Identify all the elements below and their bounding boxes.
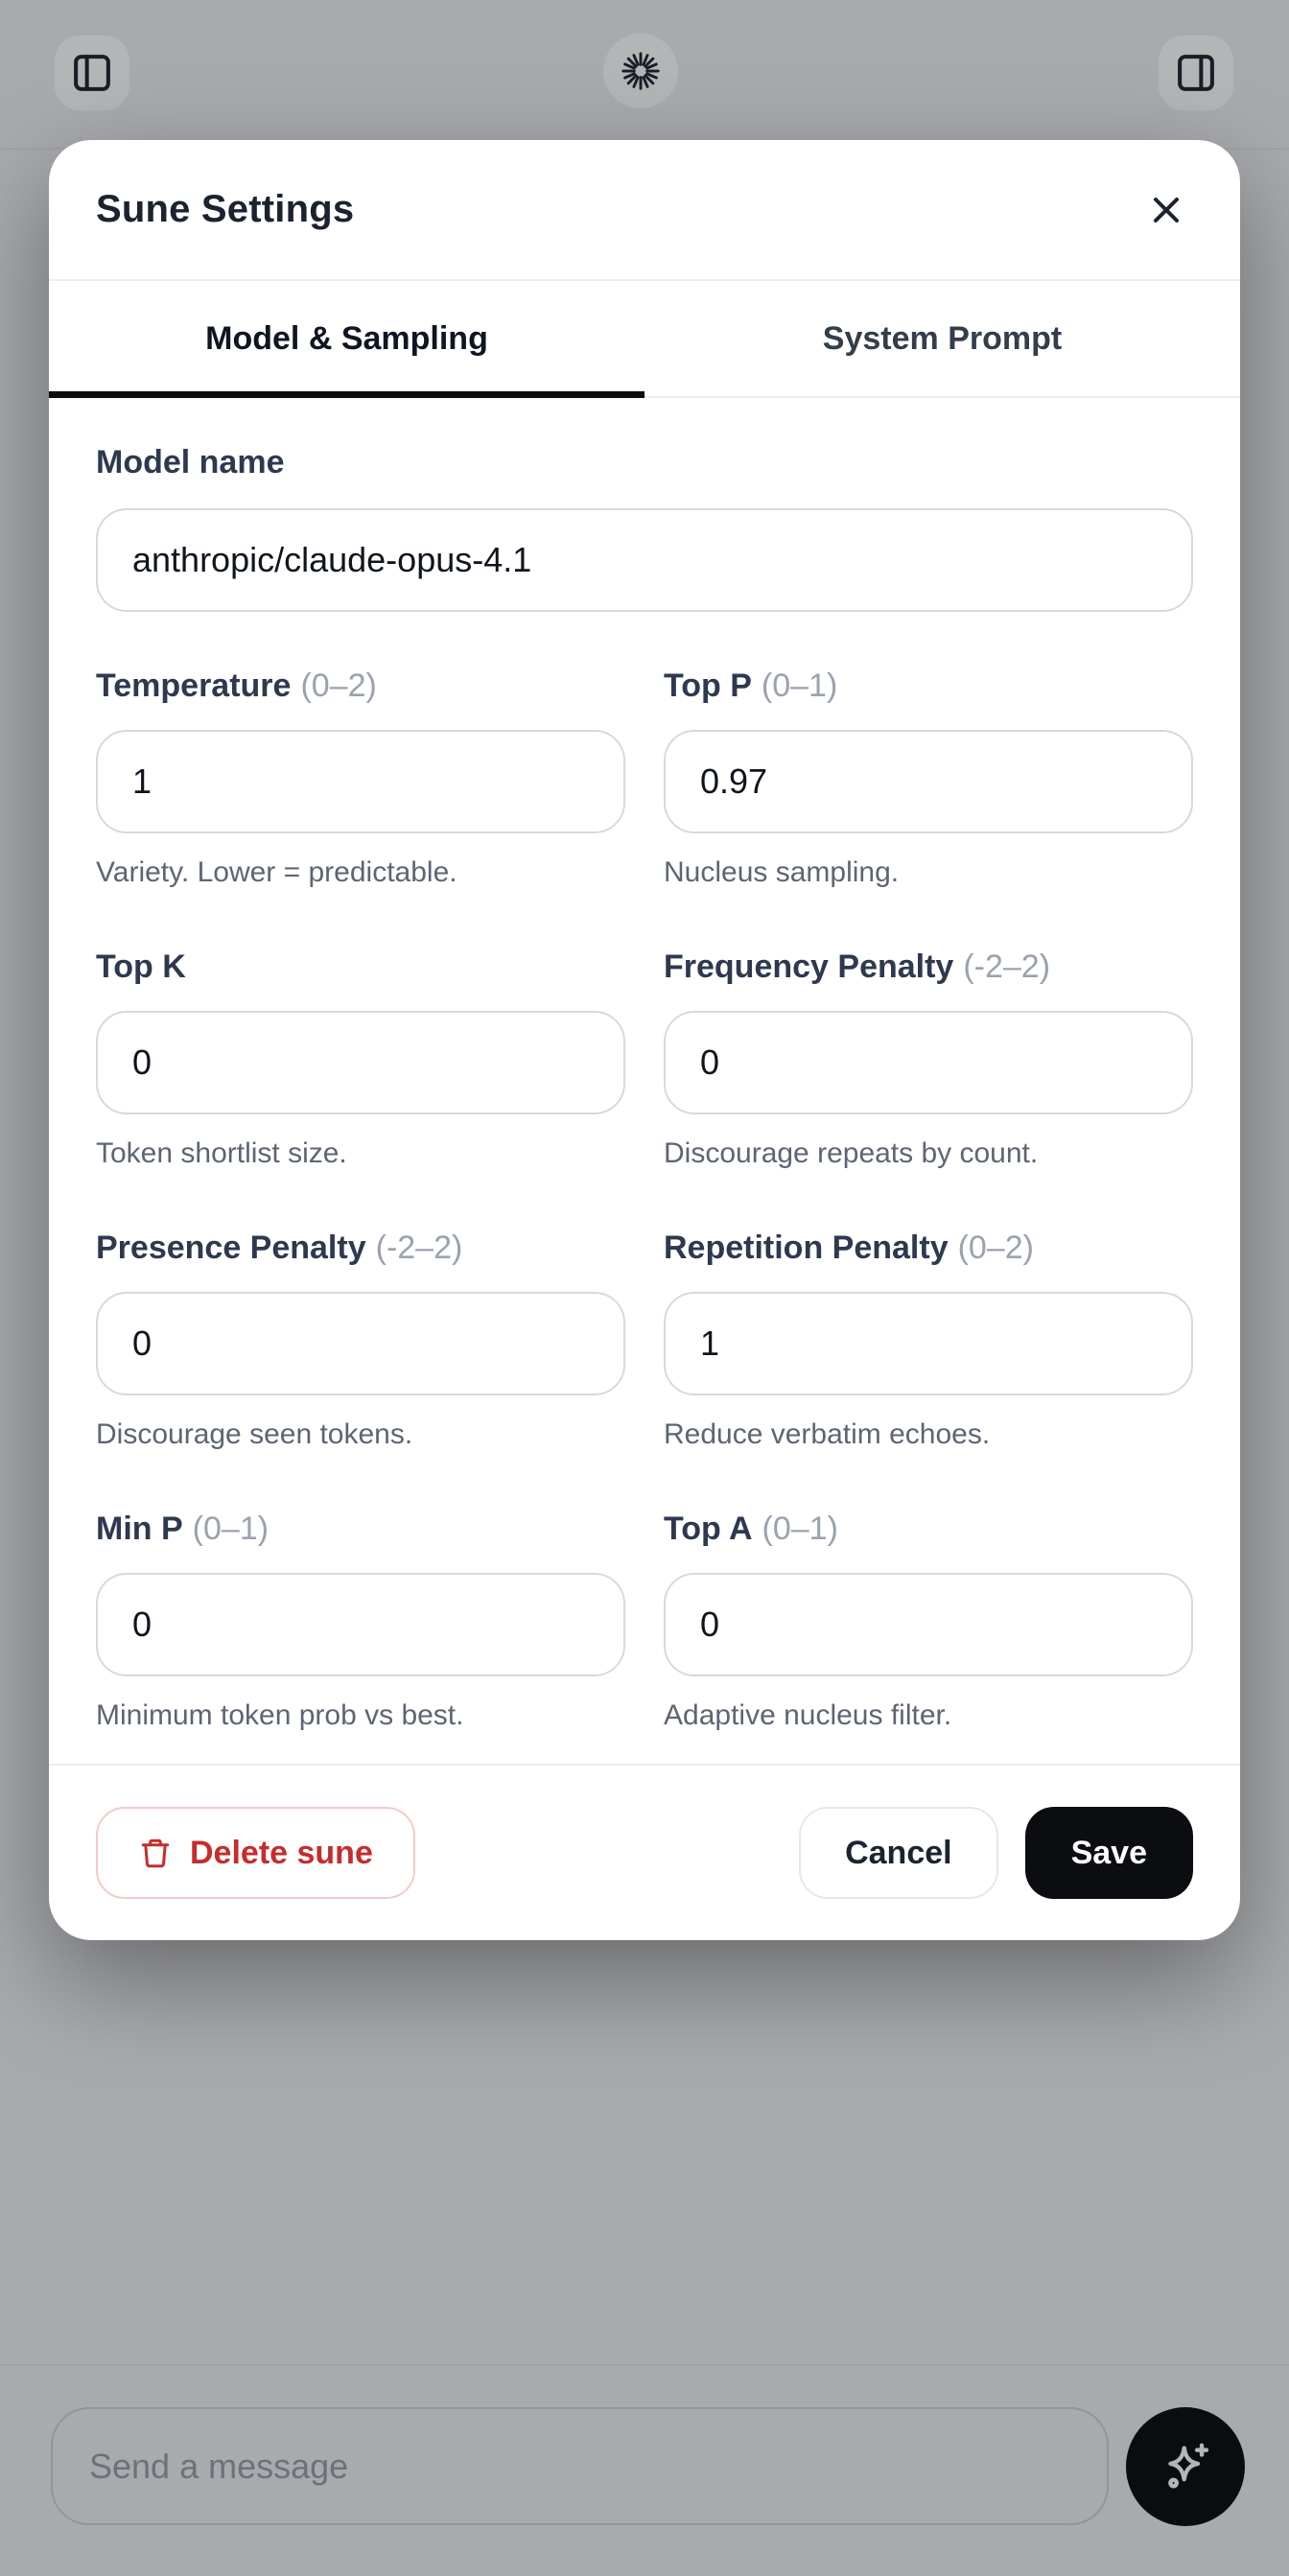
min-p-input[interactable]: [96, 1573, 625, 1676]
presence-penalty-input[interactable]: [96, 1292, 625, 1395]
tab-label: System Prompt: [822, 319, 1063, 357]
param-help: Minimum token prob vs best.: [96, 1699, 464, 1731]
param-help: Discourage seen tokens.: [96, 1418, 413, 1450]
param-help: Variety. Lower = predictable.: [96, 856, 457, 888]
param-label: Repetition Penalty (0–2): [664, 1229, 1034, 1266]
frequency-penalty-input[interactable]: [664, 1011, 1193, 1114]
param-label: Top P (0–1): [664, 667, 838, 704]
param-top-k: Top K Token shortlist size.: [96, 948, 625, 1170]
param-top-a: Top A(0–1) Adaptive nucleus filter.: [664, 1510, 1193, 1732]
param-label: Frequency Penalty (-2–2): [664, 948, 1051, 985]
param-range: (0–1): [761, 667, 838, 704]
param-presence-penalty: Presence Penalty(-2–2) Discourage seen t…: [96, 1229, 625, 1451]
delete-sune-button[interactable]: Delete sune: [96, 1807, 415, 1899]
param-help: Discourage repeats by count.: [664, 1137, 1039, 1169]
modal-tabs: Model & Sampling System Prompt: [49, 281, 1240, 398]
right-panel-toggle-button[interactable]: [1159, 35, 1233, 110]
tab-model-sampling[interactable]: Model & Sampling: [49, 281, 644, 398]
temperature-input[interactable]: [96, 730, 625, 833]
param-label: Top A (0–1): [664, 1510, 838, 1547]
delete-sune-label: Delete sune: [190, 1834, 373, 1871]
close-button[interactable]: [1139, 183, 1193, 237]
param-range: (0–2): [957, 1229, 1034, 1266]
app-header: [0, 0, 1289, 150]
param-range: (0–1): [192, 1510, 270, 1547]
model-burst-button[interactable]: [603, 34, 678, 108]
param-range: (-2–2): [375, 1229, 463, 1266]
trash-icon: [138, 1836, 173, 1870]
param-label: Presence Penalty (-2–2): [96, 1229, 463, 1266]
top-p-input[interactable]: [664, 730, 1193, 833]
param-top-p: Top P(0–1) Nucleus sampling.: [664, 667, 1193, 889]
param-help: Reduce verbatim echoes.: [664, 1418, 991, 1450]
panel-left-icon: [70, 51, 114, 95]
panel-right-icon: [1174, 51, 1218, 95]
param-range: (0–2): [300, 667, 377, 704]
param-help: Token shortlist size.: [96, 1137, 347, 1169]
model-name-label: Model name: [96, 444, 285, 480]
param-help: Nucleus sampling.: [664, 856, 900, 888]
param-label: Top K: [96, 948, 186, 985]
modal-title: Sune Settings: [96, 188, 355, 230]
tab-label: Model & Sampling: [205, 319, 488, 357]
modal-footer: Delete sune Cancel Save: [49, 1764, 1240, 1940]
param-temperature: Temperature(0–2) Variety. Lower = predic…: [96, 667, 625, 889]
sparkle-plus-icon: [1156, 2437, 1215, 2496]
top-a-input[interactable]: [664, 1573, 1193, 1676]
model-name-input[interactable]: [96, 508, 1193, 612]
model-name-field: Model name: [96, 444, 1193, 612]
send-sparkle-button[interactable]: [1126, 2406, 1245, 2526]
param-range: (-2–2): [963, 948, 1051, 985]
modal-header: Sune Settings: [49, 140, 1240, 281]
sune-settings-dialog: Sune Settings Model & Sampling System Pr…: [49, 140, 1240, 1940]
param-help: Adaptive nucleus filter.: [664, 1699, 952, 1731]
tab-system-prompt[interactable]: System Prompt: [644, 281, 1240, 396]
top-k-input[interactable]: [96, 1011, 625, 1114]
close-icon: [1145, 189, 1187, 231]
param-grid: Temperature(0–2) Variety. Lower = predic…: [96, 667, 1193, 1732]
param-min-p: Min P(0–1) Minimum token prob vs best.: [96, 1510, 625, 1732]
composer-bar: [0, 2364, 1289, 2576]
param-label: Min P (0–1): [96, 1510, 270, 1547]
param-repetition-penalty: Repetition Penalty(0–2) Reduce verbatim …: [664, 1229, 1193, 1451]
param-range: (0–1): [762, 1510, 838, 1547]
repetition-penalty-input[interactable]: [664, 1292, 1193, 1395]
param-frequency-penalty: Frequency Penalty(-2–2) Discourage repea…: [664, 948, 1193, 1170]
starburst-icon: [619, 49, 663, 93]
save-label: Save: [1070, 1834, 1147, 1871]
cancel-label: Cancel: [845, 1834, 952, 1871]
sidebar-toggle-button[interactable]: [55, 35, 129, 110]
message-input[interactable]: [51, 2407, 1109, 2525]
cancel-button[interactable]: Cancel: [799, 1807, 998, 1899]
param-label: Temperature (0–2): [96, 667, 377, 704]
modal-body: Model name Temperature(0–2) Variety. Low…: [49, 398, 1240, 1764]
save-button[interactable]: Save: [1024, 1807, 1193, 1899]
